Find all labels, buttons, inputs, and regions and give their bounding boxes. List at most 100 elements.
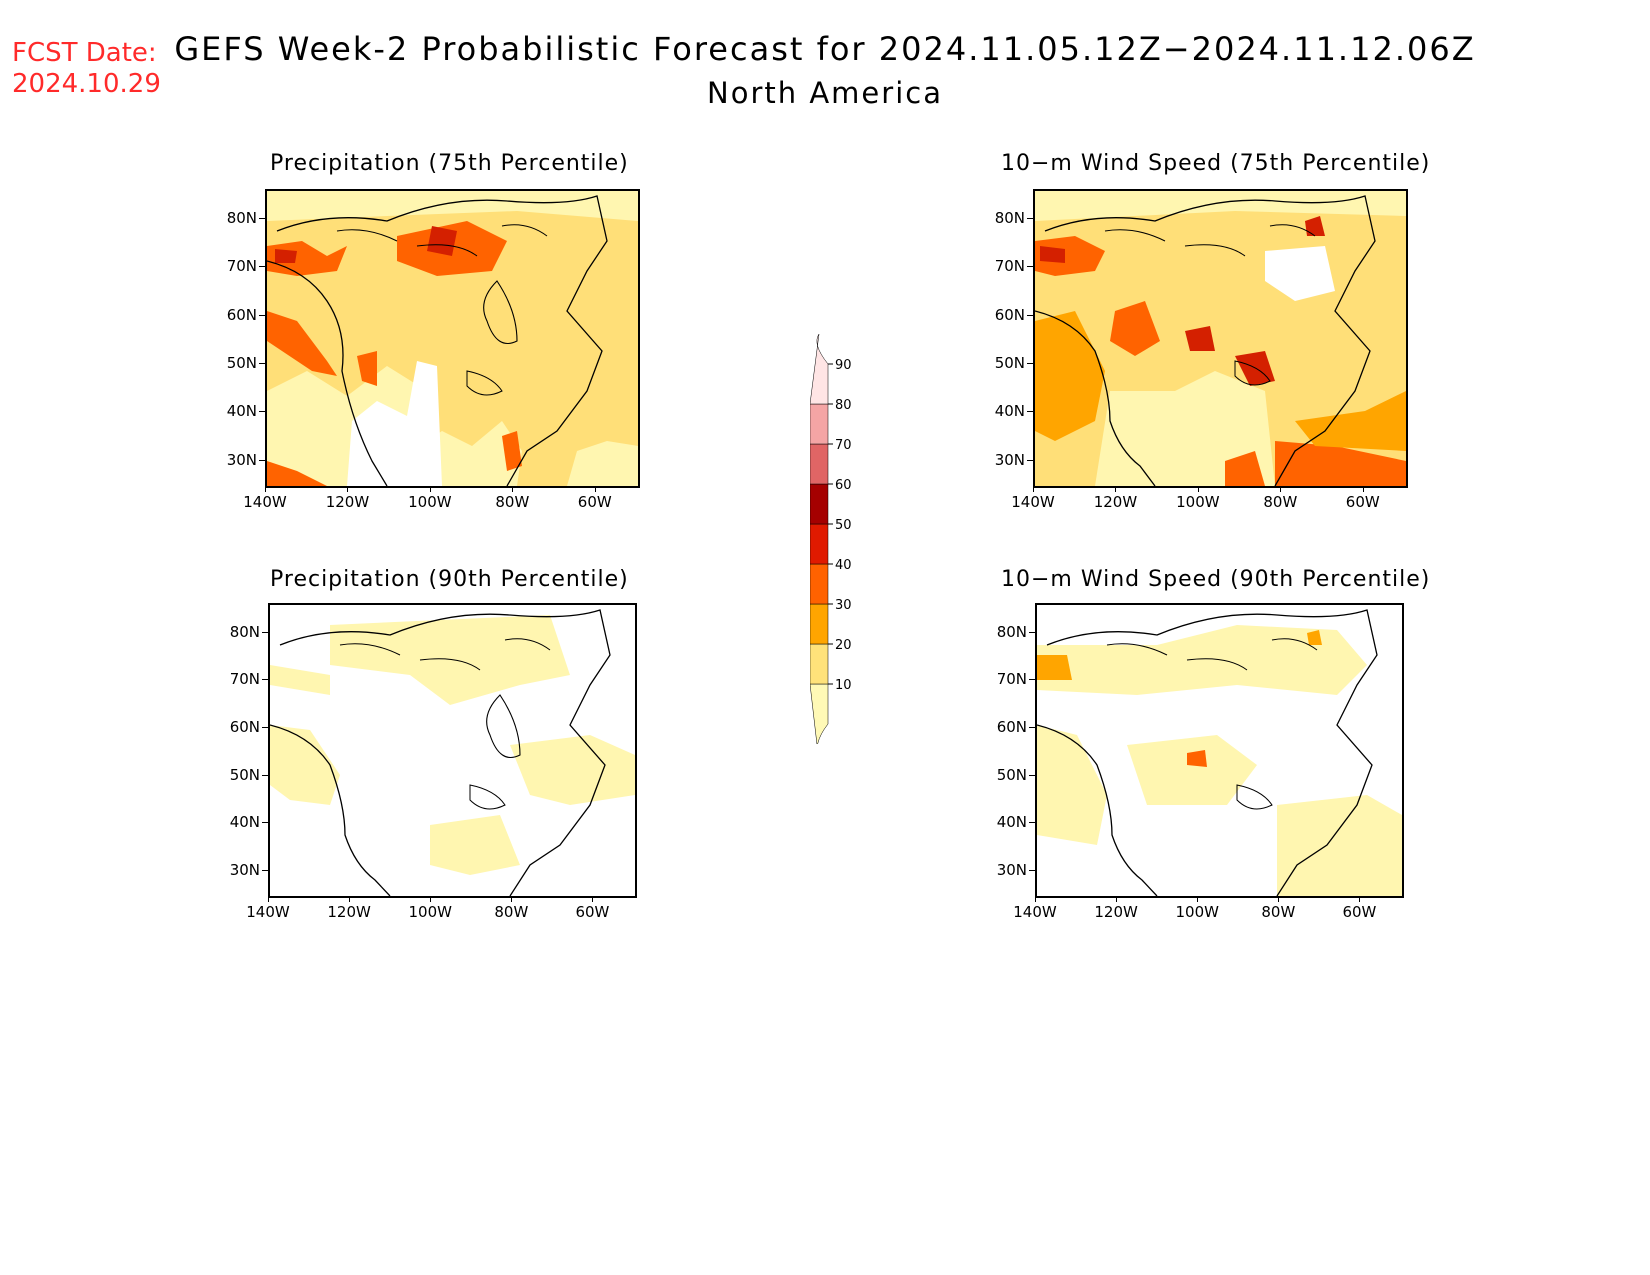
forecast-date-value: 2024.10.29 (12, 69, 161, 99)
lat-tick-label: 40N (229, 813, 260, 832)
lon-tick-label: 120W (1093, 493, 1138, 511)
lat-tick-mark (1029, 774, 1035, 776)
lat-tick-mark (259, 218, 265, 220)
panel-title-wind-90: 10−m Wind Speed (90th Percentile) (1001, 567, 1431, 592)
lon-tick-label: 140W (1011, 493, 1055, 511)
lat-tick-label: 50N (996, 765, 1027, 784)
lon-tick-label: 120W (1094, 903, 1138, 921)
lon-tick-label: 80W (1261, 903, 1296, 921)
colorbar-label: 70 (835, 438, 852, 453)
lat-tick-label: 30N (229, 861, 260, 880)
lat-tick-mark (1029, 870, 1035, 872)
lon-tick-label: 120W (327, 903, 371, 921)
lat-tick-mark (262, 727, 268, 729)
lat-tick-mark (1027, 411, 1033, 413)
map-precip-90 (268, 603, 637, 898)
lon-tick-mark (430, 896, 432, 902)
lat-tick-mark (262, 822, 268, 824)
lon-tick-mark (1116, 896, 1118, 902)
lon-tick-label: 100W (1176, 493, 1220, 511)
lat-tick-mark (1029, 631, 1035, 633)
lat-tick-label: 40N (226, 402, 257, 421)
lat-tick-mark (259, 363, 265, 365)
panel-title-precip-75: Precipitation (75th Percentile) (270, 151, 629, 176)
lat-tick-mark (262, 631, 268, 633)
lat-tick-label: 70N (994, 257, 1025, 276)
lon-tick-label: 60W (1342, 903, 1377, 921)
map-wind-75 (1033, 189, 1408, 488)
lon-tick-mark (265, 486, 266, 492)
lat-tick-mark (259, 459, 265, 461)
lon-tick-mark (268, 896, 269, 902)
lat-tick-mark (259, 411, 265, 413)
lon-tick-mark (1362, 486, 1364, 492)
lon-tick-mark (349, 896, 351, 902)
lat-tick-label: 60N (994, 305, 1025, 324)
lon-tick-label: 80W (494, 903, 529, 921)
lon-tick-mark (512, 486, 514, 492)
lat-tick-label: 70N (226, 257, 257, 276)
main-title: GEFS Week-2 Probabilistic Forecast for 2… (174, 30, 1476, 68)
lat-tick-label: 50N (226, 354, 257, 373)
colorbar-label: 80 (835, 398, 852, 413)
lat-tick-mark (262, 774, 268, 776)
colorbar: 10 20 30 40 50 60 70 80 90 (809, 333, 870, 763)
lat-tick-mark (262, 679, 268, 681)
region-subtitle: North America (707, 76, 943, 110)
lat-tick-mark (259, 314, 265, 316)
lat-tick-label: 80N (996, 622, 1027, 641)
colorbar-segment (809, 523, 829, 565)
forecast-date-label: FCST Date: (12, 38, 157, 68)
colorbar-segment (809, 643, 829, 685)
lat-tick-mark (1029, 822, 1035, 824)
panel-title-precip-90: Precipitation (90th Percentile) (270, 567, 629, 592)
colorbar-label: 90 (835, 358, 852, 373)
lat-tick-mark (1027, 314, 1033, 316)
colorbar-label: 20 (835, 638, 852, 653)
lon-tick-mark (1035, 896, 1036, 902)
lat-tick-label: 50N (229, 765, 260, 784)
lon-tick-label: 140W (1013, 903, 1057, 921)
lon-tick-mark (592, 896, 594, 902)
lon-tick-mark (1280, 486, 1282, 492)
lon-tick-label: 100W (1175, 903, 1219, 921)
lat-tick-label: 80N (994, 209, 1025, 228)
lat-tick-mark (259, 266, 265, 268)
colorbar-segment (809, 333, 829, 405)
colorbar-segment (809, 403, 829, 445)
lon-tick-label: 100W (408, 903, 452, 921)
lat-tick-label: 60N (226, 305, 257, 324)
forecast-date-block: FCST Date: 2024.10.29 (12, 38, 161, 100)
lat-tick-mark (1029, 727, 1035, 729)
lat-tick-mark (1027, 266, 1033, 268)
lon-tick-mark (511, 896, 513, 902)
lon-tick-mark (1359, 896, 1361, 902)
lat-tick-mark (1027, 459, 1033, 461)
lat-tick-mark (1027, 218, 1033, 220)
lat-tick-mark (262, 870, 268, 872)
lon-tick-mark (1197, 486, 1199, 492)
lat-tick-label: 70N (229, 670, 260, 689)
lat-tick-label: 60N (996, 718, 1027, 737)
lon-tick-label: 60W (1345, 493, 1380, 511)
colorbar-svg: 10 20 30 40 50 60 70 80 90 (809, 333, 852, 763)
colorbar-label: 10 (835, 678, 852, 693)
lon-tick-label: 120W (325, 493, 370, 511)
lat-tick-label: 80N (226, 209, 257, 228)
lon-tick-mark (1115, 486, 1117, 492)
colorbar-segment (809, 603, 829, 645)
lon-tick-label: 80W (495, 493, 530, 511)
lat-tick-label: 70N (996, 670, 1027, 689)
lon-tick-label: 140W (243, 493, 287, 511)
lon-tick-label: 60W (577, 493, 612, 511)
lat-tick-label: 50N (994, 354, 1025, 373)
lon-tick-mark (1197, 896, 1199, 902)
panel-title-wind-75: 10−m Wind Speed (75th Percentile) (1001, 151, 1431, 176)
colorbar-label: 40 (835, 558, 852, 573)
lon-tick-label: 140W (246, 903, 290, 921)
lon-tick-mark (1278, 896, 1280, 902)
lon-tick-mark (594, 486, 596, 492)
colorbar-segment (809, 683, 829, 763)
lat-tick-label: 40N (996, 813, 1027, 832)
colorbar-label: 60 (835, 478, 852, 493)
